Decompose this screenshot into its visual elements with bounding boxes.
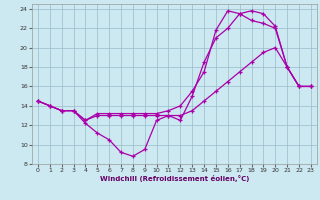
X-axis label: Windchill (Refroidissement éolien,°C): Windchill (Refroidissement éolien,°C)	[100, 175, 249, 182]
